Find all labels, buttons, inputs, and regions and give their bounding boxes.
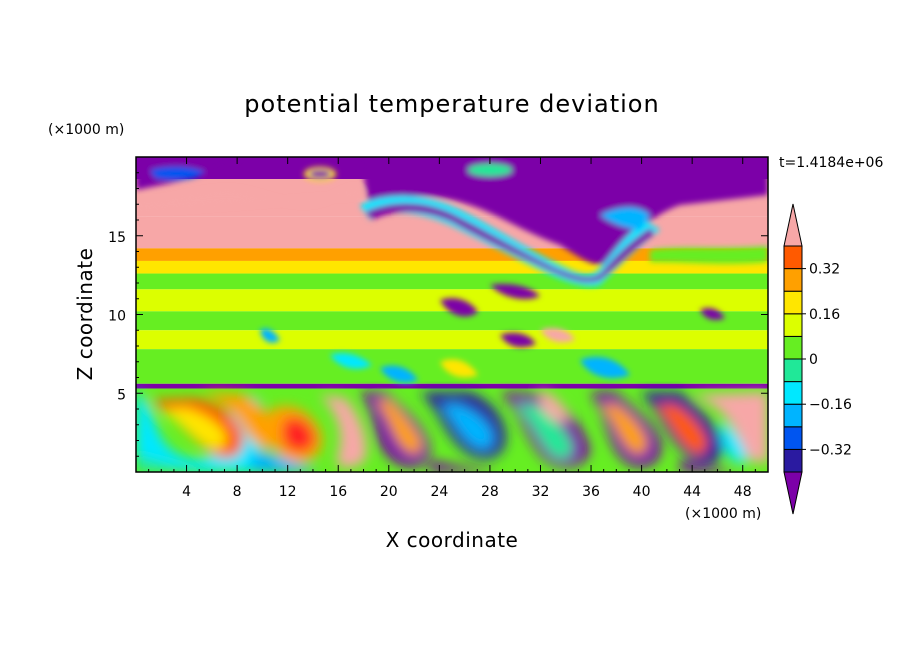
colorbar-segment — [783, 448, 803, 473]
colorbar-label: −0.16 — [809, 397, 852, 413]
x-axis-unit: (×1000 m) — [685, 506, 761, 522]
y-axis-label: Z coordinate — [73, 248, 97, 381]
field-band — [136, 330, 768, 350]
upper-texture — [136, 157, 768, 383]
colorbar-segment — [783, 335, 803, 360]
x-tick-label: 20 — [380, 484, 398, 500]
x-tick-label: 28 — [481, 484, 499, 500]
colorbar-label: −0.32 — [809, 442, 852, 458]
field-band — [136, 273, 768, 290]
x-tick-label: 12 — [279, 484, 297, 500]
field-band — [136, 383, 768, 389]
chart-title: potential temperature deviation — [244, 90, 659, 118]
x-tick-label: 8 — [233, 484, 242, 500]
y-axis-unit: (×1000 m) — [48, 122, 124, 138]
x-tick-label: 36 — [582, 484, 600, 500]
colorbar-segment — [783, 313, 803, 337]
colorbar-label: 0.16 — [809, 307, 840, 323]
time-label: t=1.4184e+06 — [779, 155, 883, 171]
x-tick-label: 4 — [182, 484, 191, 500]
x-tick-label: 24 — [430, 484, 448, 500]
colorbar-extend-low — [783, 471, 803, 515]
colorbar-segment — [783, 426, 803, 450]
colorbar-label: 0 — [809, 352, 818, 368]
x-tick-label: 40 — [633, 484, 651, 500]
colorbar-segment — [783, 290, 803, 315]
colorbar-segment — [783, 245, 803, 270]
field-band — [136, 260, 768, 274]
x-axis-label: X coordinate — [386, 528, 519, 552]
colorbar-segment — [783, 381, 803, 405]
y-tick-label: 5 — [117, 387, 126, 403]
colorbar-segment — [783, 268, 803, 292]
lower-texture — [136, 390, 768, 472]
x-axis: 4 8 12 16 20 24 28 32 36 40 44 48 — [148, 157, 756, 500]
field — [136, 157, 768, 472]
x-tick-label: 44 — [683, 484, 701, 500]
colorbar-extend-high — [783, 203, 803, 247]
y-tick-label: 15 — [108, 230, 126, 246]
colorbar-segment — [783, 403, 803, 428]
y-axis: 5 10 15 — [108, 172, 768, 457]
x-tick-label: 16 — [329, 484, 347, 500]
y-tick-label: 10 — [108, 309, 126, 325]
x-tick-label: 48 — [734, 484, 752, 500]
colorbar: 0.32 0.16 0 −0.16 −0.32 — [783, 203, 852, 515]
colorbar-segment — [783, 358, 803, 383]
field-band — [136, 311, 768, 331]
colorbar-label: 0.32 — [809, 262, 840, 278]
x-tick-label: 32 — [532, 484, 550, 500]
